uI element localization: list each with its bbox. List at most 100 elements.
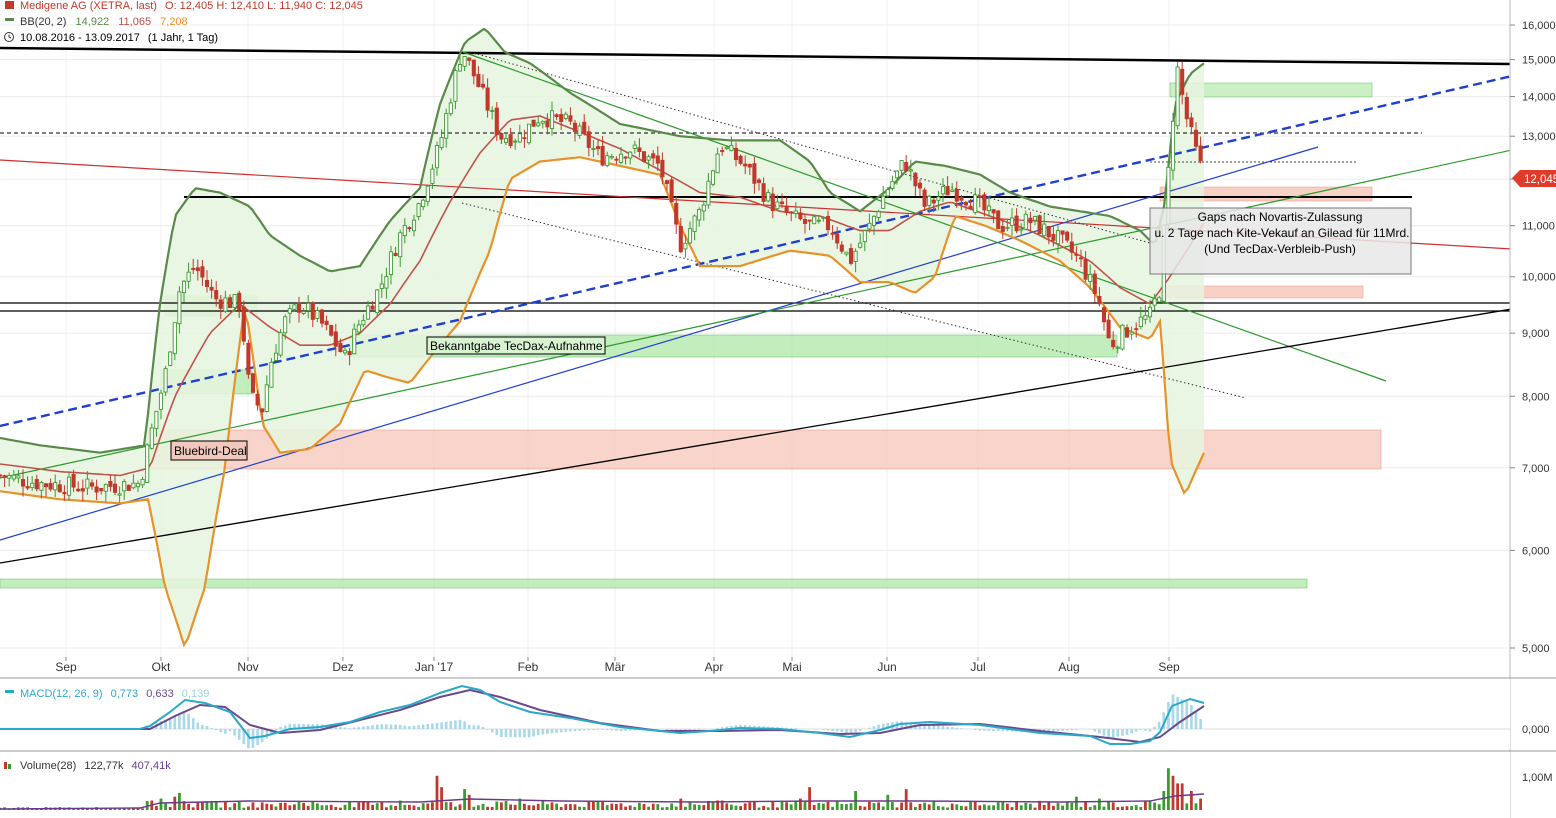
candle-body (264, 384, 269, 412)
candle-body (954, 188, 959, 202)
volume-bar (288, 805, 292, 810)
macd-hist-bar (1153, 726, 1156, 729)
macd-hist-bar (270, 729, 273, 735)
macd-hist-bar (748, 725, 752, 729)
macd-hist-bar (592, 729, 595, 731)
candle-body (1175, 66, 1180, 127)
volume-bar (1015, 801, 1018, 810)
candle-body (168, 351, 173, 366)
volume-bar (619, 803, 623, 810)
candle-body (885, 189, 890, 197)
volume-bar (403, 804, 407, 810)
candle-body (329, 325, 334, 336)
macd-hist-bar (500, 729, 503, 738)
volume-bar (872, 803, 876, 810)
candle-body (241, 306, 246, 342)
volume-bar (270, 804, 273, 810)
candle-body (172, 322, 177, 355)
candle-body (209, 286, 214, 291)
macd-hist-bar (352, 727, 356, 729)
candle-body (131, 482, 136, 489)
volume-bar (527, 805, 531, 810)
candle-body (1088, 273, 1093, 283)
volume-bar (380, 801, 384, 810)
candle-body (526, 123, 532, 144)
candle-body (1138, 316, 1143, 328)
candle-body (729, 144, 734, 152)
macd-legend: MACD(12, 26, 9) 0,773 0,633 0,139 (5, 688, 209, 700)
candle-body (177, 291, 182, 325)
volume-bar (214, 801, 218, 810)
macd-hist-bar (1162, 712, 1166, 729)
volume-bar (159, 798, 163, 810)
volume-bar (881, 806, 885, 810)
volume-bar (780, 801, 784, 810)
volume-bar (868, 801, 871, 810)
candle-body (347, 351, 352, 356)
macd-hist-bar (1047, 729, 1051, 732)
macd-hist-bar (881, 723, 885, 729)
legend-swatch-price (5, 1, 14, 9)
candle-body (319, 309, 325, 324)
candle-body (494, 107, 499, 136)
macd-hist-bar (886, 722, 890, 729)
candle-body (522, 137, 527, 140)
volume-legend: Volume(28) 122,77k 407,41k (4, 760, 171, 772)
macd-hist-bar (421, 724, 425, 729)
volume-bar (1079, 806, 1083, 810)
candle-body (85, 478, 90, 489)
macd-hist-bar (1116, 729, 1120, 737)
macd-hist-bar (293, 723, 296, 729)
volume-bar (233, 803, 236, 810)
candle-body (393, 252, 398, 257)
x-tick-label: Sep (1158, 660, 1180, 674)
candle-body (370, 305, 375, 310)
candle-body (11, 474, 16, 480)
clock-hands (8, 34, 12, 39)
macd-hist-bar (1144, 729, 1147, 731)
macd-hist-bar (339, 726, 342, 729)
volume-bar (799, 798, 802, 810)
volume-bar (946, 807, 949, 810)
macd-hist-bar (1102, 729, 1106, 736)
candle-body (591, 148, 596, 151)
candle-body (76, 488, 81, 492)
volume-bar (417, 806, 420, 810)
macd-hist-bar (1157, 721, 1161, 729)
volume-bar (1075, 796, 1078, 810)
macd-hist-bar (904, 722, 908, 729)
macd-hist-bar (937, 725, 940, 729)
macd-line (0, 684, 1205, 745)
volume-bar (1148, 801, 1152, 810)
volume-bar (113, 808, 117, 810)
legend-range: 10.08.2016 - 13.09.2017 (1 Jahr, 1 Tag) (20, 32, 218, 44)
annotation-tecdax-text: Bekanntgabe TecDax-Aufnahme (430, 339, 603, 353)
candle-body (513, 140, 518, 143)
candle-body (191, 267, 196, 270)
candle-body (536, 122, 541, 127)
macd-hist-bar (789, 727, 793, 729)
volume-bar (440, 787, 443, 810)
candle-body (687, 228, 693, 244)
candle-body (499, 133, 504, 140)
volume-bar (504, 801, 508, 810)
candle-body (0, 474, 3, 477)
volume-bar (725, 803, 729, 810)
candle-body (706, 180, 711, 206)
candle-body (531, 119, 536, 127)
candle-body (545, 120, 550, 128)
macd-hist-bar (412, 725, 416, 729)
candle-body (1129, 331, 1134, 335)
candle-body (1157, 297, 1162, 303)
y-tick-label: 15,000 (1522, 55, 1556, 67)
candle-body (678, 225, 683, 253)
candle-body (200, 266, 205, 278)
candle-body (1180, 68, 1185, 95)
candle-body (1060, 230, 1065, 235)
macd-hist-bar (983, 729, 986, 731)
volume-bar (302, 802, 305, 810)
volume-bar (1061, 805, 1064, 810)
x-tick-label: Jan '17 (415, 660, 454, 674)
macd-hist-bar (582, 729, 586, 731)
volume-bar (1116, 807, 1120, 810)
